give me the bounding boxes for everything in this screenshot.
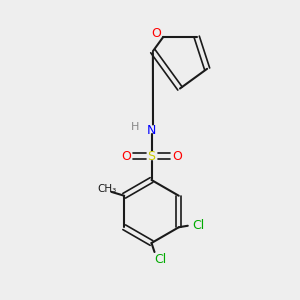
Text: O: O <box>121 149 131 163</box>
Text: O: O <box>172 149 182 163</box>
Text: O: O <box>151 27 161 40</box>
Text: H: H <box>131 122 139 133</box>
Text: CH₃: CH₃ <box>97 184 116 194</box>
Text: Cl: Cl <box>154 253 166 266</box>
Text: N: N <box>147 124 156 137</box>
Text: Cl: Cl <box>192 219 204 232</box>
Text: S: S <box>148 149 155 163</box>
